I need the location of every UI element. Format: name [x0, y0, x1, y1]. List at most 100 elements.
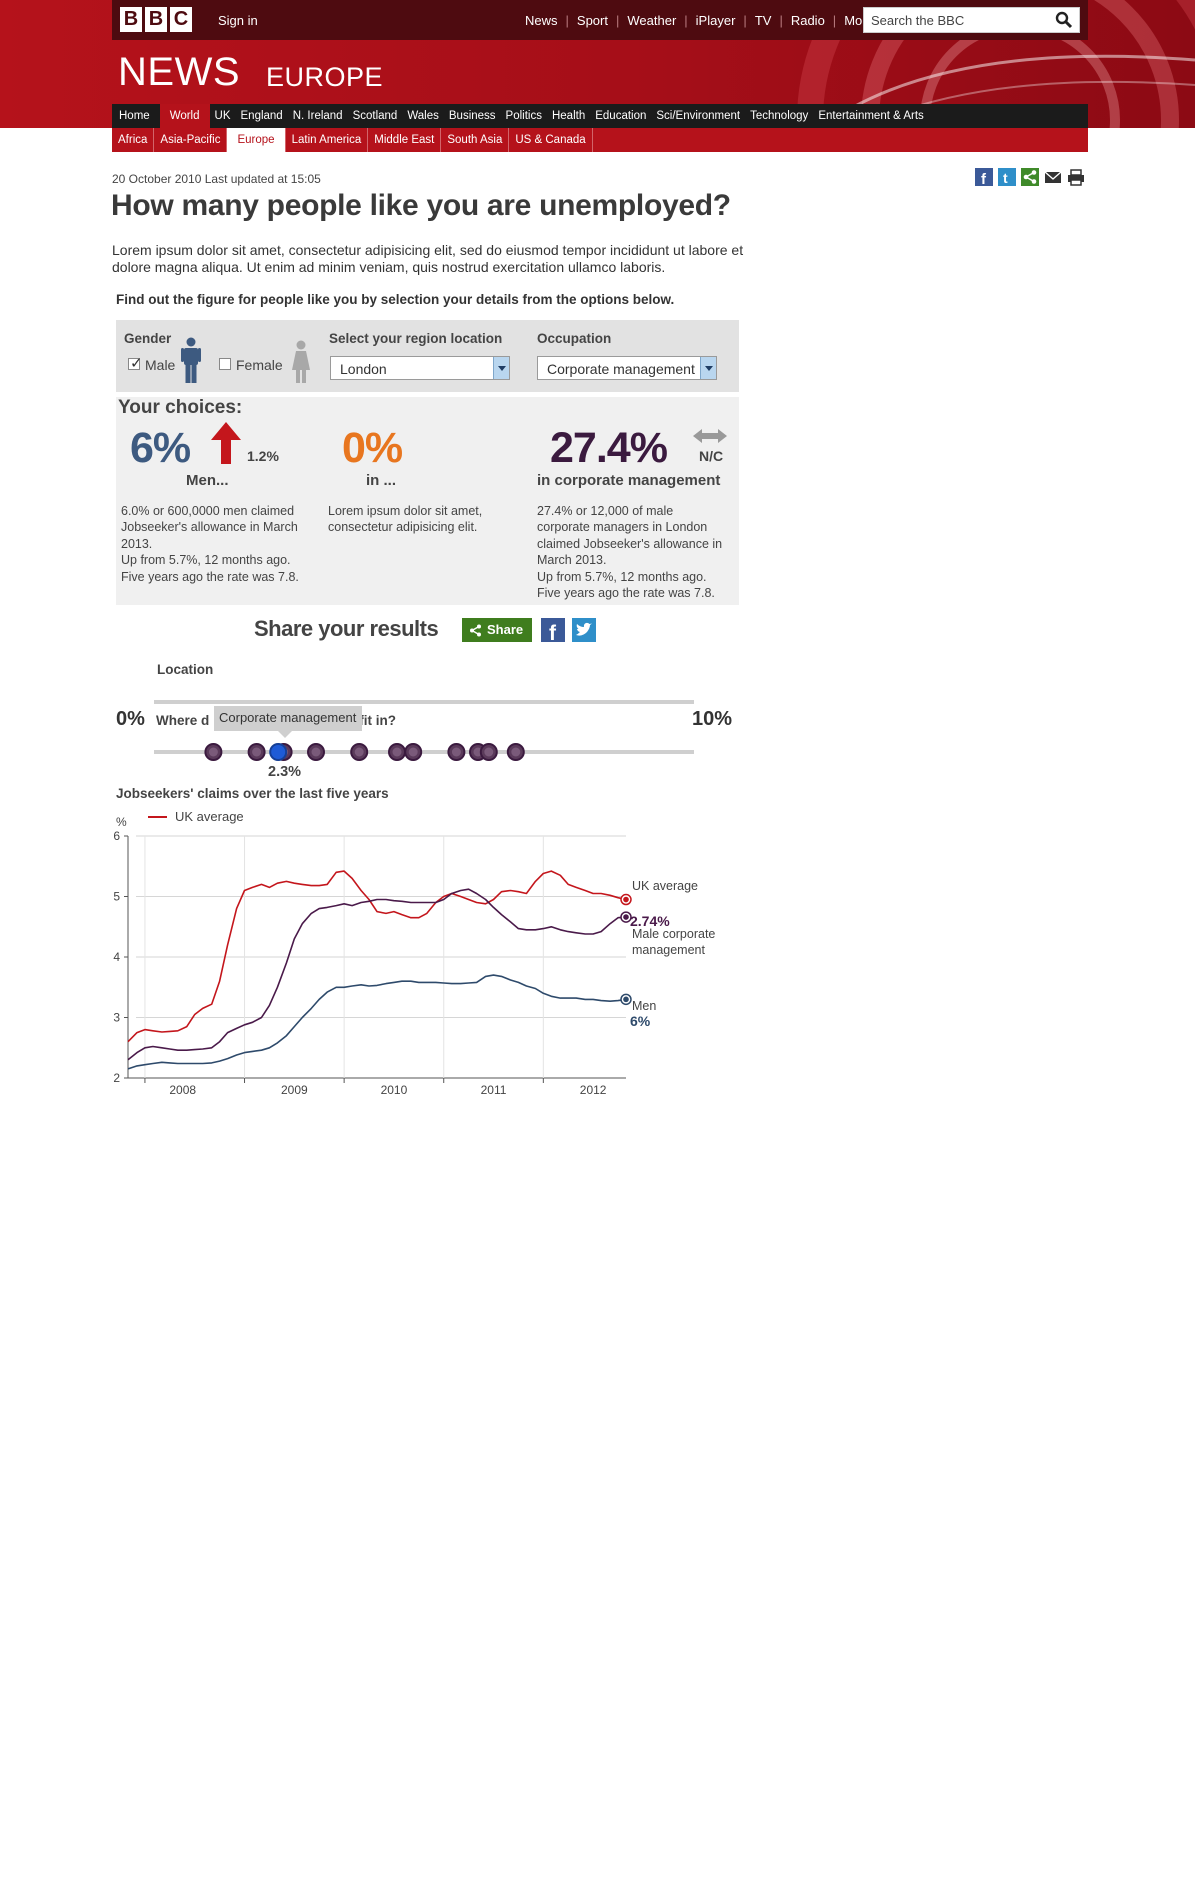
nav-sci-environment[interactable]: Sci/Environment [656, 110, 741, 122]
series-end-dot [623, 914, 629, 920]
male-figure-icon[interactable] [181, 337, 201, 384]
occupation-value: Corporate management [547, 361, 695, 377]
nav-education[interactable]: Education [595, 110, 647, 122]
desc-line: Five years ago the rate was 7.8. [537, 586, 715, 601]
occupation-subtitle: in corporate management [537, 472, 721, 489]
primary-nav: Home World UK England N. Ireland Scotlan… [112, 104, 1088, 128]
share-button[interactable]: Share [462, 618, 532, 642]
top-nav-weather[interactable]: Weather [627, 13, 677, 28]
bbc-logo-letter: B [145, 7, 167, 32]
desc-line: claimed Jobseeker's allowance in [537, 536, 723, 551]
share-button-label: Share [487, 622, 524, 637]
nav-health[interactable]: Health [551, 110, 586, 122]
search-input[interactable]: Search the BBC [871, 13, 965, 28]
region-percentage: 0% [342, 424, 403, 472]
legend-label: UK average [175, 809, 244, 824]
share-icon[interactable] [1021, 168, 1039, 186]
occupation-select[interactable]: Corporate management [537, 356, 717, 380]
subnav-asia-pacific[interactable]: Asia-Pacific [154, 128, 228, 152]
sign-in-link[interactable]: Sign in [218, 13, 258, 28]
nav-n-ireland[interactable]: N. Ireland [292, 110, 343, 122]
intro-text: Lorem ipsum dolor sit amet, consectetur … [112, 242, 744, 275]
twitter-icon[interactable] [572, 618, 596, 642]
male-label[interactable]: Male [145, 357, 176, 373]
desc-line: Lorem ipsum dolor sit amet, [328, 504, 483, 518]
male-checkbox[interactable]: ✓ [128, 355, 143, 372]
desc-line: corporate managers in London [537, 520, 708, 535]
slider-dot-inner [208, 747, 218, 757]
series-line [127, 974, 627, 1070]
svg-text:t: t [1003, 170, 1008, 186]
nav-world[interactable]: World [159, 104, 210, 128]
region-select[interactable]: London [330, 356, 510, 380]
nav-home[interactable]: Home [119, 110, 150, 122]
subnav-latin-america[interactable]: Latin America [286, 128, 369, 152]
bbc-logo-letter: C [170, 7, 192, 32]
female-label[interactable]: Female [236, 357, 283, 373]
bbc-logo-letter: B [120, 7, 142, 32]
subnav-middle-east[interactable]: Middle East [368, 128, 442, 152]
desc-line: Up from 5.7%, 12 months ago. [121, 553, 291, 568]
up-arrow-icon [211, 422, 241, 464]
men-description: 6.0% or 600,0000 men claimed Jobseeker's… [121, 503, 299, 585]
email-icon[interactable] [1044, 168, 1062, 186]
subnav-europe[interactable]: Europe [227, 128, 286, 152]
separator: | [615, 13, 620, 28]
bbc-logo[interactable]: B B C [120, 7, 192, 32]
female-checkbox[interactable] [219, 358, 231, 370]
print-icon[interactable] [1067, 168, 1085, 186]
svg-text:f: f [549, 622, 557, 642]
region-description: Lorem ipsum dolor sit amet, consectetur … [328, 503, 482, 536]
slider-dot-selected[interactable] [269, 743, 288, 761]
nav-entertainment-arts[interactable]: Entertainment & Arts [818, 110, 924, 122]
location-slider[interactable] [150, 690, 700, 770]
top-nav-sport[interactable]: Sport [576, 13, 608, 28]
slider-dot-inner [311, 747, 321, 757]
nav-wales[interactable]: Wales [407, 110, 439, 122]
separator: | [684, 13, 688, 28]
slider-dot-inner [392, 747, 402, 757]
subnav-us-canada[interactable]: US & Canada [509, 128, 593, 152]
tooltip-text: Corporate management [219, 710, 357, 725]
nav-business[interactable]: Business [448, 110, 496, 122]
nav-scotland[interactable]: Scotland [352, 110, 398, 122]
desc-line: Up from 5.7%, 12 months ago. [537, 569, 707, 584]
twitter-icon[interactable]: t [998, 168, 1016, 186]
location-label: Location [157, 662, 214, 677]
chevron-down-icon[interactable] [700, 357, 716, 379]
slider-dots [204, 743, 525, 761]
nav-uk[interactable]: UK [214, 110, 231, 122]
search-box[interactable]: Search the BBC [863, 7, 1080, 33]
x-tick-label: 2008 [169, 1083, 196, 1097]
facebook-icon[interactable]: f [541, 618, 565, 642]
y-tick-label: 5 [113, 890, 120, 904]
where-fit-text-right: fit in? [359, 713, 397, 728]
share-icon [470, 624, 481, 637]
nav-politics[interactable]: Politics [505, 110, 542, 122]
nav-technology[interactable]: Technology [750, 110, 809, 122]
nav-england[interactable]: England [240, 110, 283, 122]
series-end-label: Men [632, 999, 656, 1013]
desc-line: 6.0% or 600,0000 men claimed [121, 504, 295, 518]
series-end-label: Male corporate [632, 927, 715, 941]
desc-line: Jobseeker's allowance in March [121, 520, 298, 535]
edition-title: EUROPE [266, 62, 384, 92]
search-icon[interactable] [1055, 11, 1073, 29]
where-fit-text-left: Where d [156, 713, 210, 728]
subnav-south-asia[interactable]: South Asia [441, 128, 510, 152]
separator: | [779, 13, 783, 28]
subnav-africa[interactable]: Africa [112, 128, 155, 152]
top-nav-tv[interactable]: TV [754, 13, 772, 28]
facebook-icon[interactable]: f [975, 168, 993, 186]
chevron-down-icon[interactable] [493, 357, 509, 379]
top-nav-radio[interactable]: Radio [790, 13, 825, 28]
separator: | [743, 13, 747, 28]
news-title[interactable]: NEWS [118, 50, 240, 94]
series-end-value: 6% [630, 1013, 651, 1029]
female-figure-icon[interactable] [290, 340, 312, 384]
selector-panel: Gender ✓ Male Female Select your region … [116, 320, 739, 392]
top-nav: News | Sport | Weather | iPlayer | TV | Radio… [517, 13, 891, 29]
top-nav-news[interactable]: News [525, 13, 558, 28]
top-nav-iplayer[interactable]: iPlayer [695, 13, 736, 28]
